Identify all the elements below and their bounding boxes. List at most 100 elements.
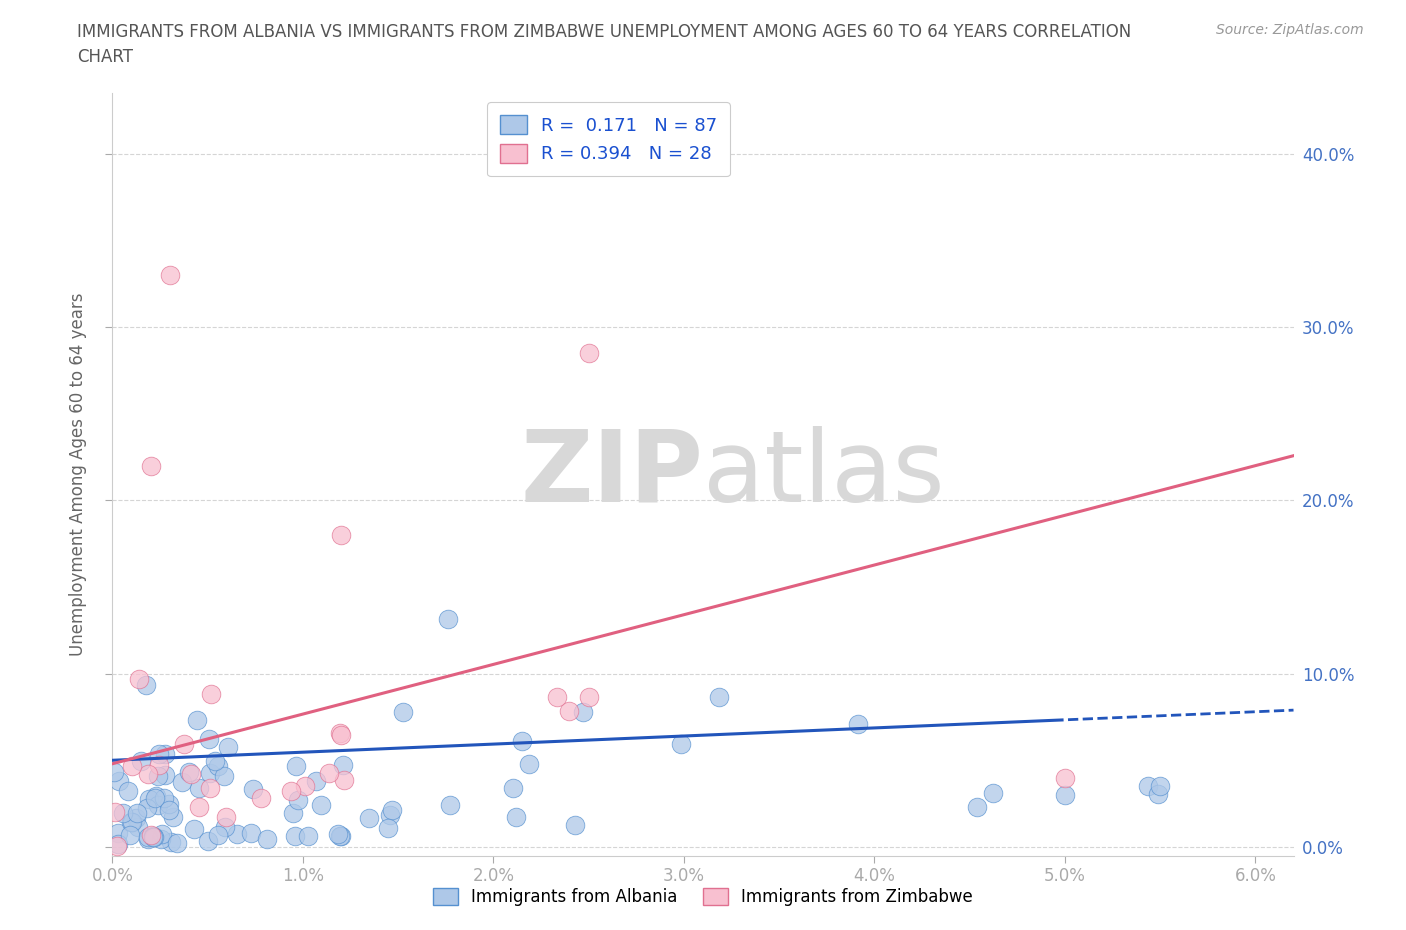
Point xyxy=(1147,787,1170,802)
Point xyxy=(240,825,263,840)
Point xyxy=(437,612,460,627)
Point xyxy=(333,772,356,787)
Text: IMMIGRANTS FROM ALBANIA VS IMMIGRANTS FROM ZIMBABWE UNEMPLOYMENT AMONG AGES 60 T: IMMIGRANTS FROM ALBANIA VS IMMIGRANTS FR… xyxy=(77,23,1132,41)
Point xyxy=(297,829,319,844)
Point xyxy=(318,765,340,780)
Point xyxy=(378,807,401,822)
Point xyxy=(578,690,600,705)
Point xyxy=(564,818,586,833)
Point xyxy=(153,790,176,805)
Point xyxy=(392,705,415,720)
Point xyxy=(707,689,730,704)
Point xyxy=(148,758,170,773)
Point xyxy=(966,799,988,814)
Point xyxy=(380,803,402,817)
Point xyxy=(148,768,170,783)
Point xyxy=(517,757,540,772)
Point xyxy=(330,727,353,742)
Point xyxy=(281,806,304,821)
Point xyxy=(981,786,1004,801)
Point xyxy=(107,774,129,789)
Point xyxy=(215,809,238,824)
Point xyxy=(150,826,173,841)
Point xyxy=(143,830,166,844)
Point xyxy=(326,827,349,842)
Point xyxy=(142,830,165,844)
Point xyxy=(136,830,159,844)
Point xyxy=(439,798,461,813)
Point xyxy=(188,781,211,796)
Point xyxy=(329,829,352,844)
Point xyxy=(329,829,352,844)
Point xyxy=(1149,778,1171,793)
Point xyxy=(188,800,211,815)
Point xyxy=(120,815,142,830)
Point xyxy=(136,801,159,816)
Point xyxy=(510,734,533,749)
Text: ZIP: ZIP xyxy=(520,426,703,523)
Point xyxy=(305,774,328,789)
Point xyxy=(294,778,316,793)
Point xyxy=(204,754,226,769)
Point xyxy=(200,765,222,780)
Point xyxy=(287,792,309,807)
Point xyxy=(309,798,332,813)
Text: CHART: CHART xyxy=(77,48,134,66)
Point xyxy=(135,678,157,693)
Point xyxy=(359,810,381,825)
Point xyxy=(207,758,229,773)
Point xyxy=(157,803,180,817)
Point xyxy=(105,839,128,854)
Point xyxy=(212,768,235,783)
Point xyxy=(280,784,302,799)
Point xyxy=(125,810,148,825)
Point xyxy=(148,747,170,762)
Point xyxy=(505,809,527,824)
Point xyxy=(1137,778,1160,793)
Point xyxy=(225,827,247,842)
Point xyxy=(138,791,160,806)
Point xyxy=(207,828,229,843)
Point xyxy=(162,810,184,825)
Point xyxy=(214,820,236,835)
Point xyxy=(148,798,170,813)
Y-axis label: Unemployment Among Ages 60 to 64 years: Unemployment Among Ages 60 to 64 years xyxy=(69,293,87,656)
Point xyxy=(112,805,135,820)
Point xyxy=(242,781,264,796)
Point xyxy=(180,766,202,781)
Point xyxy=(136,831,159,846)
Point xyxy=(121,758,143,773)
Point xyxy=(118,828,141,843)
Point xyxy=(669,737,692,751)
Point xyxy=(166,835,188,850)
Point xyxy=(136,766,159,781)
Point xyxy=(179,764,201,779)
Point xyxy=(183,822,205,837)
Point xyxy=(200,686,222,701)
Point xyxy=(129,754,152,769)
Point xyxy=(377,820,399,835)
Legend: Immigrants from Albania, Immigrants from Zimbabwe: Immigrants from Albania, Immigrants from… xyxy=(426,881,980,912)
Point xyxy=(103,764,125,779)
Point xyxy=(107,825,129,840)
Point xyxy=(155,768,177,783)
Point xyxy=(159,268,181,283)
Point xyxy=(173,736,195,751)
Point xyxy=(256,831,278,846)
Point xyxy=(284,759,307,774)
Text: Source: ZipAtlas.com: Source: ZipAtlas.com xyxy=(1216,23,1364,37)
Point xyxy=(142,828,165,843)
Point xyxy=(1053,770,1076,785)
Point xyxy=(329,726,352,741)
Point xyxy=(155,747,177,762)
Point xyxy=(127,819,149,834)
Point xyxy=(160,835,183,850)
Point xyxy=(117,784,139,799)
Point xyxy=(157,796,180,811)
Point xyxy=(128,671,150,686)
Point xyxy=(186,712,208,727)
Point xyxy=(572,705,595,720)
Point xyxy=(284,829,307,844)
Point xyxy=(143,790,166,805)
Point xyxy=(149,831,172,846)
